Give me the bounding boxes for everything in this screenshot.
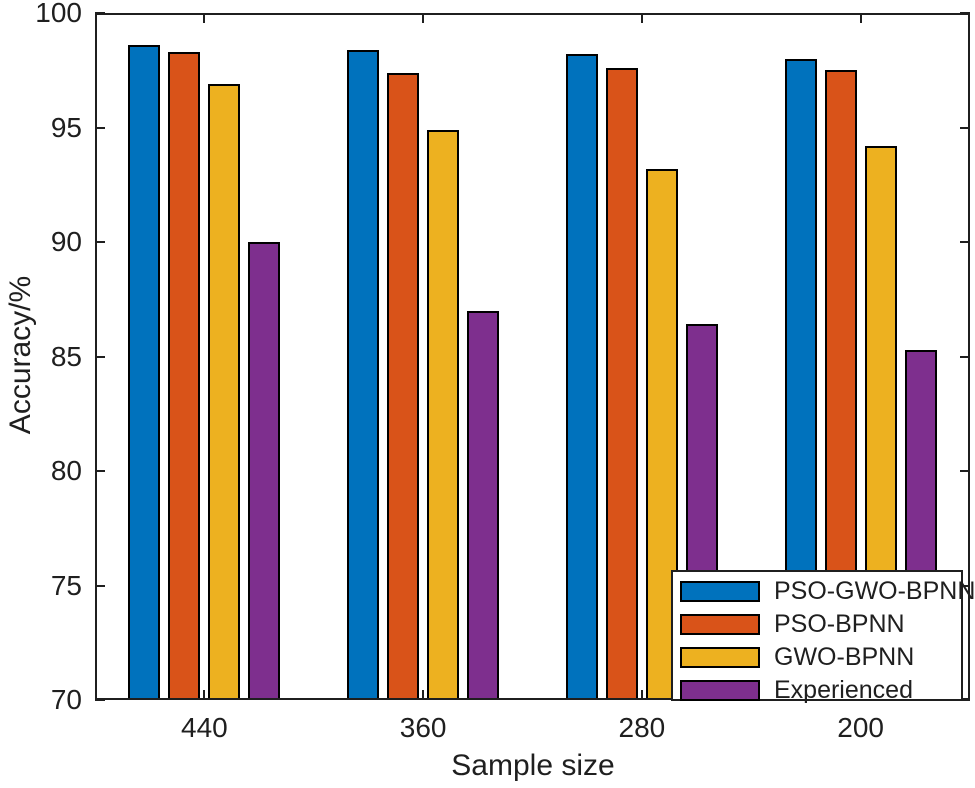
x-tick-bottom — [640, 690, 643, 700]
bar-gwo-bpnn-440 — [208, 84, 241, 700]
y-tick-label: 95 — [50, 111, 82, 143]
legend-item: Experienced — [673, 676, 961, 704]
legend: PSO-GWO-BPNN PSO-BPNN GWO-BPNN Experienced — [671, 570, 975, 704]
bar-experienced-360 — [467, 310, 500, 700]
legend-label: Experienced — [774, 676, 913, 704]
legend-swatch — [680, 680, 760, 701]
y-tick-left — [95, 470, 105, 472]
y-tick-left — [95, 12, 105, 14]
y-tick-left — [95, 241, 105, 243]
y-tick-label: 85 — [50, 340, 82, 372]
x-tick-label: 440 — [181, 712, 228, 743]
x-tick-top — [859, 13, 862, 23]
bar-pso-gwo-bpnn-440 — [128, 45, 161, 700]
legend-swatch — [680, 614, 760, 635]
legend-label: PSO-GWO-BPNN — [774, 577, 975, 605]
y-tick-label: 90 — [50, 226, 82, 257]
y-tick-right — [960, 355, 970, 358]
bar-pso-bpnn-280 — [605, 67, 638, 700]
bar-pso-bpnn-360 — [387, 72, 420, 700]
x-axis-label: Sample size — [451, 749, 615, 782]
y-tick-left — [95, 584, 105, 587]
y-tick-label: 70 — [50, 684, 82, 715]
x-tick-bottom — [203, 690, 206, 700]
x-tick-top — [203, 13, 206, 23]
x-tick-top — [640, 13, 643, 23]
x-tick-top — [422, 13, 425, 23]
x-tick-label: 360 — [399, 712, 447, 743]
x-tick-bottom — [422, 690, 425, 700]
legend-label: GWO-BPNN — [774, 643, 915, 671]
y-axis-label: Accuracy/% — [4, 275, 37, 435]
legend-item: GWO-BPNN — [673, 643, 961, 671]
bar-gwo-bpnn-280 — [645, 168, 678, 700]
bar-pso-gwo-bpnn-360 — [347, 49, 380, 700]
legend-item: PSO-BPNN — [673, 610, 961, 638]
y-tick-right — [960, 241, 970, 243]
bar-pso-gwo-bpnn-280 — [565, 54, 598, 700]
legend-swatch — [680, 581, 760, 602]
y-tick-left — [95, 126, 105, 129]
y-tick-label: 75 — [50, 569, 82, 601]
y-tick-right — [960, 470, 970, 472]
y-tick-right — [960, 699, 970, 701]
y-tick-right — [960, 126, 970, 129]
y-tick-left — [95, 699, 105, 701]
plot-area — [95, 12, 970, 701]
legend-label: PSO-BPNN — [774, 610, 905, 638]
y-tick-right — [960, 12, 970, 14]
y-tick-label: 100 — [35, 0, 82, 28]
x-tick-label: 200 — [837, 712, 884, 743]
y-tick-label: 80 — [50, 455, 82, 486]
legend-item: PSO-GWO-BPNN — [673, 577, 975, 605]
bar-pso-bpnn-440 — [168, 51, 201, 700]
bar-gwo-bpnn-360 — [427, 129, 460, 700]
x-tick-label: 280 — [618, 712, 666, 743]
bar-experienced-440 — [248, 242, 281, 700]
y-tick-left — [95, 355, 105, 358]
legend-swatch — [680, 647, 760, 668]
y-tick-right — [960, 584, 970, 587]
